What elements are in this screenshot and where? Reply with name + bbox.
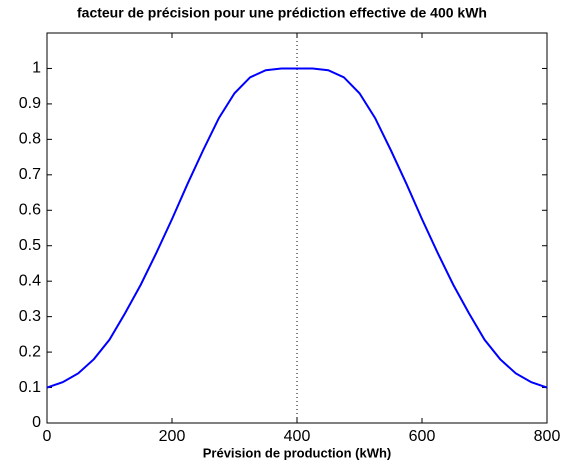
y-tick-label: 0.7 xyxy=(19,166,41,183)
y-tick-label: 0.4 xyxy=(19,272,41,289)
y-tick-label: 1 xyxy=(32,60,41,77)
data-line xyxy=(46,67,548,389)
y-tick-label: 0.5 xyxy=(19,237,41,254)
y-tick-label: 0.9 xyxy=(19,95,41,112)
chart-title: facteur de précision pour une prédiction… xyxy=(77,5,487,21)
y-tick-label: 0 xyxy=(32,414,41,431)
x-tick-label: 0 xyxy=(43,428,52,445)
x-tick-label: 800 xyxy=(534,428,561,445)
x-tick-label: 400 xyxy=(284,428,311,445)
x-axis-label: Prévision de production (kWh) xyxy=(203,445,392,460)
x-tick-label: 600 xyxy=(409,428,436,445)
y-tick-label: 0.6 xyxy=(19,201,41,218)
y-tick-label: 0.3 xyxy=(19,308,41,325)
y-tick-label: 0.1 xyxy=(19,379,41,396)
y-tick-label: 0.2 xyxy=(19,343,41,360)
x-tick-label: 200 xyxy=(159,428,186,445)
y-tick-label: 0.8 xyxy=(19,131,41,148)
plot-area xyxy=(46,32,548,424)
